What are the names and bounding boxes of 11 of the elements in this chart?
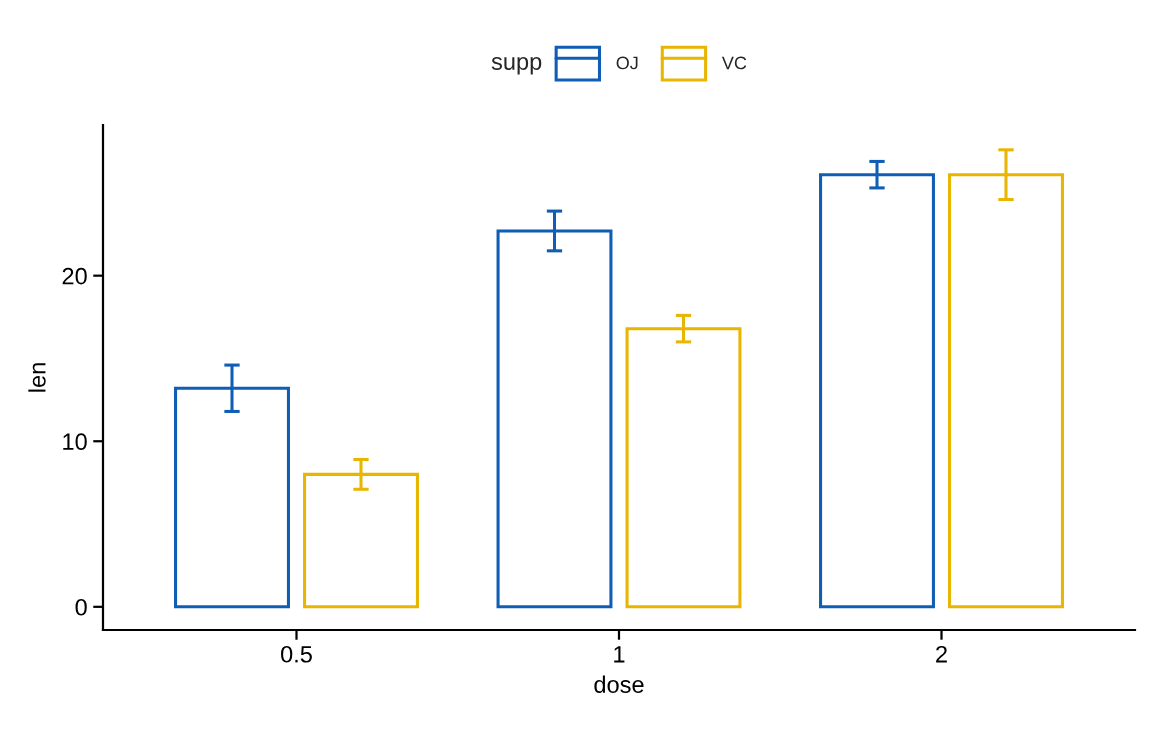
legend-label: OJ: [616, 56, 638, 70]
y-tick-label: 0: [75, 598, 87, 616]
x-axis-title: dose: [594, 675, 644, 693]
x-tick-label: 2: [936, 645, 947, 663]
legend-label: VC: [721, 56, 747, 70]
y-axis-title: len: [28, 363, 46, 392]
x-tick-label: 1: [614, 646, 625, 663]
legend-title: supp: [491, 57, 542, 75]
y-tick-label: 20: [62, 267, 87, 285]
y-tick-label: 10: [63, 433, 87, 451]
x-tick-label: 0.5: [281, 645, 312, 663]
